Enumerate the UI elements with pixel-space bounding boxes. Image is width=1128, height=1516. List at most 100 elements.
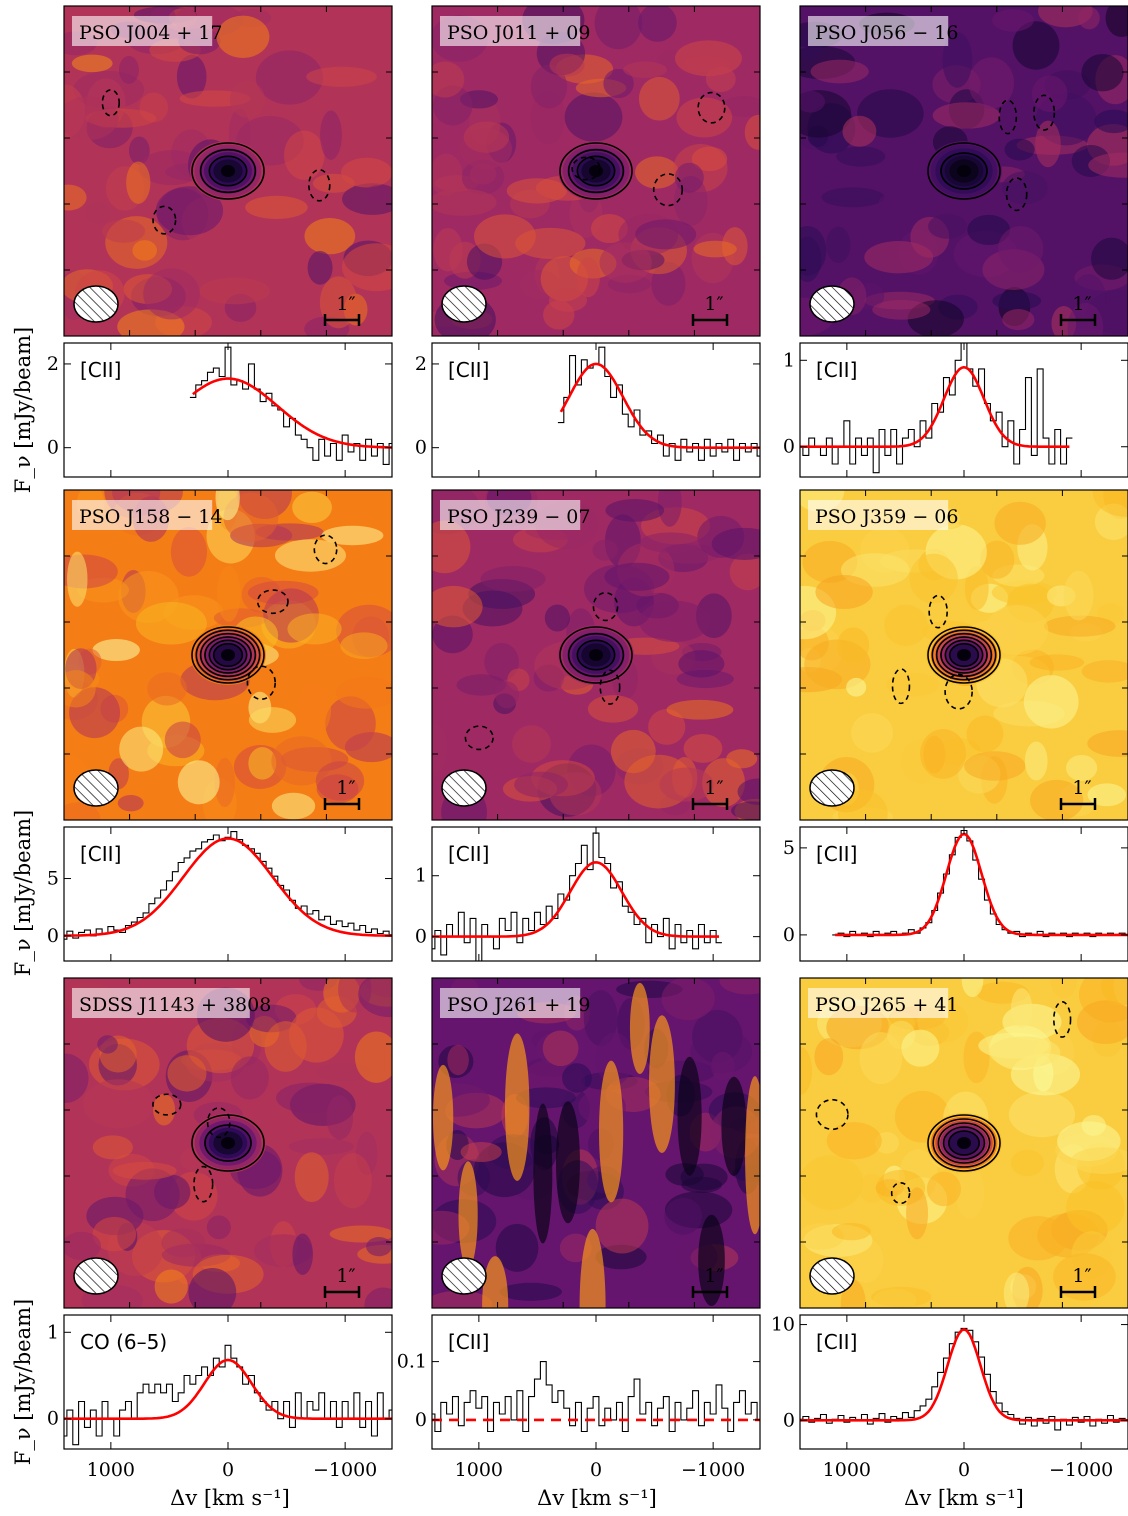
map-panel: 1″ PSO J004 + 17: [63, 5, 393, 337]
map-noise: [214, 757, 235, 808]
beam-hatch: [442, 286, 486, 322]
map-frame: [799, 977, 1128, 1309]
map-noise: [1094, 109, 1128, 134]
y-tick-label: 0: [47, 437, 59, 459]
map-noise: [851, 713, 894, 753]
y-tick-label: 0: [47, 1408, 59, 1430]
map-noise: [432, 1064, 454, 1171]
source-peak: [589, 165, 603, 177]
x-tick-label: 1000: [455, 1459, 503, 1481]
source-contour: [944, 639, 984, 671]
map-noise: [432, 61, 465, 98]
map-noise: [932, 102, 1001, 129]
map-noise: [800, 1155, 864, 1210]
map-frame: [63, 5, 393, 337]
map-noise: [859, 1032, 903, 1085]
map-noise: [215, 490, 240, 521]
map-noise: [1050, 978, 1078, 999]
negative-contour: [599, 669, 621, 705]
spectrum-panel: 0 10 1000 0 −1000 [CII]: [771, 1314, 1128, 1481]
target-name: PSO J011 + 09: [447, 22, 590, 44]
map-noise: [248, 747, 277, 780]
map-noise: [901, 1029, 940, 1067]
gaussian-fit: [192, 377, 392, 449]
gaussian-fit: [432, 861, 719, 938]
target-name-box: [72, 16, 213, 46]
beam-hatch: [442, 770, 486, 806]
gaussian-fit: [64, 837, 392, 937]
map-noise: [289, 1007, 344, 1063]
source-contour: [942, 1126, 986, 1160]
map-noise: [64, 1053, 89, 1103]
map-noise: [71, 54, 113, 73]
map-noise: [245, 195, 308, 220]
map-noise: [188, 1268, 237, 1308]
map-noise: [1066, 754, 1098, 781]
x-tick-label: −1000: [681, 1459, 745, 1481]
y-tick-label: 0: [47, 925, 59, 947]
y-axis-label-row-1: F_ν [mJy/beam]: [11, 327, 35, 493]
map-frame: [63, 489, 393, 821]
map-noise: [506, 178, 567, 204]
map-noise: [97, 1035, 118, 1054]
source-contour: [199, 148, 257, 194]
map-noise: [365, 185, 389, 203]
negative-contour: [697, 91, 726, 124]
map-frame: [431, 489, 761, 821]
target-name: SDSS J1143 + 3808: [79, 994, 271, 1016]
map-noise: [638, 600, 711, 643]
gaussian-fit: [800, 1327, 1128, 1422]
map-noise: [1010, 1149, 1044, 1177]
map-noise: [1024, 741, 1048, 781]
target-name: PSO J265 + 41: [815, 994, 958, 1016]
source-peak: [589, 649, 603, 661]
emission-line-label: [CII]: [80, 358, 121, 382]
target-name: PSO J158 − 14: [79, 506, 222, 528]
map-noise: [980, 540, 1015, 579]
map-panel: 1″ PSO J011 + 09: [431, 5, 761, 337]
source-contour: [937, 1122, 991, 1164]
map-noise: [297, 683, 332, 737]
x-axis-label-col-3: Δv [km s⁻¹]: [904, 1486, 1024, 1510]
map-noise: [864, 241, 934, 274]
map-noise: [64, 802, 101, 820]
map-noise: [1091, 237, 1128, 280]
map-noise: [1003, 1272, 1030, 1308]
target-name: PSO J359 − 06: [815, 506, 958, 528]
map-panel: 1″ PSO J261 + 19: [431, 977, 761, 1309]
negative-contour: [890, 1182, 911, 1205]
map-noise: [83, 1079, 155, 1129]
panel-pso-j056-16: 1″ PSO J056 − 16 0 1 [CII]: [783, 5, 1128, 478]
emission-line-label: [CII]: [448, 842, 489, 866]
map-noise: [595, 1244, 647, 1270]
map-noise: [909, 553, 958, 604]
map-noise: [639, 532, 702, 553]
map-noise: [1004, 138, 1035, 161]
map-noise: [458, 1161, 478, 1269]
map-noise: [271, 736, 332, 786]
negative-contour: [998, 99, 1018, 135]
negative-contour: [944, 673, 973, 710]
map-noise: [495, 681, 519, 709]
map-noise: [125, 1168, 180, 1222]
source-contour: [927, 142, 1001, 200]
map-noise: [800, 1046, 813, 1095]
y-tick-label: 0.1: [397, 1351, 427, 1373]
map-noise: [499, 1282, 562, 1301]
map-noise: [605, 499, 665, 522]
map-noise: [599, 1060, 624, 1203]
map-noise: [143, 268, 200, 320]
map-noise: [358, 978, 392, 1018]
map-noise: [730, 801, 760, 820]
map-noise: [469, 163, 497, 185]
map-noise: [677, 1056, 702, 1176]
map-noise: [988, 1036, 1061, 1068]
emission-line-label: [CII]: [816, 358, 857, 382]
map-noise: [826, 1122, 882, 1160]
map-noise: [1105, 6, 1128, 38]
source-peak: [221, 649, 235, 661]
map-noise: [967, 214, 1011, 245]
map-noise: [92, 1216, 137, 1252]
target-name-box: [440, 500, 581, 530]
map-noise: [161, 1228, 206, 1258]
